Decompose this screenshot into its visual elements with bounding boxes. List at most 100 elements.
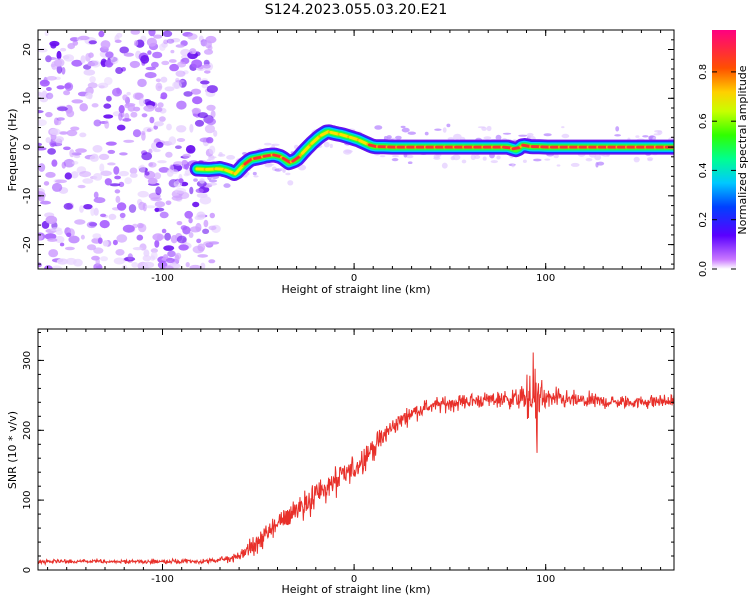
heatmap-speckle	[56, 65, 63, 74]
heatmap-speckle	[407, 161, 413, 164]
heatmap-speckle	[178, 178, 184, 184]
heatmap-speckle	[44, 233, 57, 240]
heatmap-speckle	[63, 90, 71, 96]
heatmap-speckle	[69, 149, 75, 158]
heatmap-speckle	[132, 247, 143, 251]
heatmap-speckle	[70, 171, 79, 179]
heatmap-speckle	[118, 112, 123, 121]
heatmap-speckle	[115, 195, 121, 203]
ridge-core	[272, 153, 282, 159]
heatmap-speckle	[490, 160, 498, 164]
heatmap-speckle	[160, 76, 168, 83]
heatmap-speckle	[453, 133, 462, 140]
spectrogram-frame	[37, 29, 675, 270]
heatmap-speckle	[103, 114, 114, 119]
heatmap-speckle	[74, 219, 86, 225]
heatmap-speckle	[653, 133, 661, 136]
heatmap-speckle	[175, 70, 186, 77]
heatmap-speckle	[91, 103, 99, 108]
heatmap-speckle	[450, 156, 455, 161]
heatmap-speckle	[38, 234, 44, 241]
heatmap-speckle	[127, 253, 133, 261]
heatmap-speckle	[154, 207, 160, 213]
heatmap-speckle	[271, 143, 280, 146]
x-tick-label: -100	[151, 273, 174, 284]
heatmap-speckle	[424, 131, 429, 136]
heatmap-speckle	[134, 40, 139, 47]
heatmap-speckle	[116, 234, 128, 243]
heatmap-speckle	[63, 146, 71, 151]
heatmap-speckle	[93, 263, 103, 269]
heatmap-speckle	[102, 240, 109, 247]
heatmap-speckle	[113, 257, 126, 265]
heatmap-speckle	[202, 64, 211, 69]
heatmap-speckle	[208, 225, 217, 231]
heatmap-speckle	[123, 139, 135, 143]
heatmap-speckle	[153, 34, 163, 39]
heatmap-speckle	[502, 132, 512, 135]
heatmap-speckle	[108, 213, 117, 220]
ridge-core	[310, 135, 321, 145]
heatmap-speckle	[196, 77, 202, 82]
heatmap-speckle	[166, 38, 175, 44]
heatmap-speckle	[97, 237, 103, 244]
heatmap-speckle	[176, 125, 187, 133]
y-tick-label: 10	[22, 92, 33, 105]
heatmap-speckle	[87, 82, 98, 89]
heatmap-speckle	[556, 164, 561, 167]
ridge-core	[224, 168, 234, 175]
heatmap-speckle	[199, 196, 212, 205]
heatmap-speckle	[483, 136, 492, 140]
heatmap-speckle	[56, 258, 69, 265]
heatmap-speckle	[482, 156, 487, 161]
heatmap-speckle	[153, 125, 158, 130]
heatmap-speckle	[98, 153, 110, 160]
heatmap-speckle	[191, 59, 203, 68]
heatmap-speckle	[174, 254, 180, 264]
heatmap-speckle	[43, 181, 50, 186]
heatmap-speckle	[62, 55, 70, 60]
snr-series-line	[38, 352, 674, 566]
heatmap-speckle	[48, 249, 59, 258]
heatmap-speckle	[522, 159, 527, 163]
heatmap-speckle	[163, 254, 169, 260]
heatmap-speckle	[137, 190, 149, 198]
heatmap-speckle	[253, 175, 259, 178]
heatmap-speckle	[44, 30, 49, 36]
heatmap-speckle	[174, 187, 187, 194]
heatmap-speckle	[157, 102, 164, 108]
heatmap-speckle	[201, 83, 209, 89]
heatmap-speckle	[139, 164, 146, 174]
heatmap-speckle	[159, 211, 169, 219]
heatmap-speckle	[92, 145, 103, 153]
heatmap-speckle	[152, 233, 164, 241]
heatmap-speckle	[197, 112, 208, 119]
heatmap-speckle	[160, 92, 168, 100]
heatmap-speckle	[40, 200, 51, 205]
ridge-core	[329, 130, 340, 136]
heatmap-speckle	[141, 113, 148, 118]
heatmap-speckle	[164, 265, 174, 269]
heatmap-speckle	[138, 97, 145, 107]
heatmap-speckle	[379, 155, 386, 158]
heatmap-speckle	[158, 167, 170, 173]
heatmap-speckle	[343, 149, 352, 155]
heatmap-speckle	[38, 48, 48, 53]
heatmap-speckle	[155, 82, 163, 92]
heatmap-speckle	[223, 183, 231, 188]
heatmap-speckle	[105, 51, 114, 58]
heatmap-speckle	[95, 257, 100, 266]
heatmap-speckle	[64, 172, 73, 180]
heatmap-speckle	[175, 79, 185, 83]
heatmap-speckle	[178, 244, 189, 251]
heatmap-speckle	[131, 262, 139, 268]
heatmap-speckle	[71, 59, 83, 67]
heatmap-speckle	[106, 95, 112, 102]
ridge-core	[320, 130, 330, 137]
heatmap-speckle	[206, 118, 217, 126]
heatmap-speckle	[132, 129, 142, 138]
y-tick-label: 100	[22, 491, 33, 510]
heatmap-speckle	[154, 172, 162, 180]
heatmap-speckle	[647, 157, 654, 161]
heatmap-speckle	[642, 135, 649, 138]
